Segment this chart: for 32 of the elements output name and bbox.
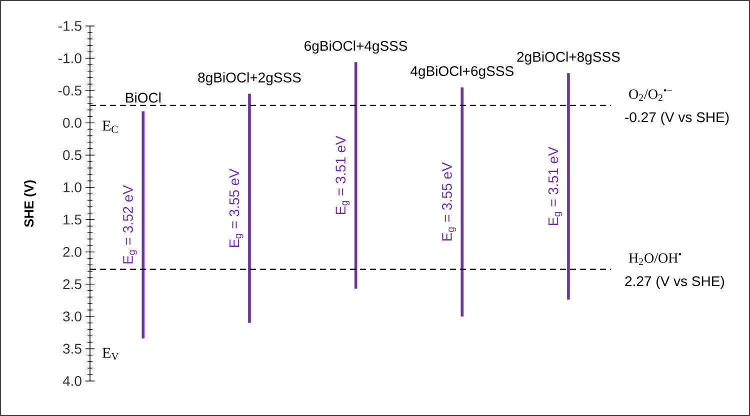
data-label: E$_{g}$ = 3.52 eV — [123, 185, 137, 264]
y-tick-label: -1.0 — [58, 53, 82, 64]
y-tick-label: 3.5 — [63, 344, 82, 354]
bar — [248, 94, 251, 323]
ref-line-label: H$_{2}$O/OH$^{•}$ — [628, 253, 682, 265]
data-label: E$_{g}$ = 3.51 eV — [548, 146, 562, 225]
y-tick-label: 2.0 — [63, 246, 82, 257]
annotation: E$_{V}$ — [102, 348, 119, 360]
bar — [567, 73, 570, 300]
y-tick-label: 0.5 — [63, 150, 82, 160]
ref-line-label: O$_{2}$/O$_{2}$•− — [629, 89, 672, 101]
x-tick-label: 2gBiOCl+8gSSS — [517, 52, 620, 65]
data-label: E$_{g}$ = 3.55 eV — [442, 162, 456, 240]
text: -0.27 (V vs SHE) — [625, 112, 729, 125]
x-tick-label: 4gBiOCl+6gSSS — [410, 66, 514, 79]
y-tick-label: -1.5 — [58, 21, 82, 31]
bar — [460, 87, 464, 316]
text: 2.27 (V vs SHE) — [625, 276, 724, 289]
data-label: E$_{g}$ = 3.51 eV — [336, 136, 350, 214]
y-tick-label: 1.0 — [64, 182, 82, 192]
x-tick-label: 6gBiOCl+4gSSS — [304, 40, 408, 54]
y-tick-label: 4.0 — [62, 376, 82, 386]
y-tick-label: 0.0 — [63, 118, 82, 128]
x-tick-label: BiOCl — [126, 92, 160, 103]
annotation: E$_{C}$ — [102, 120, 118, 133]
y-tick-label: -0.5 — [58, 86, 82, 96]
y-tick-label: 3.0 — [63, 311, 82, 322]
y-axis-title: SHE (V) — [24, 180, 36, 227]
y-tick-label: 1.5 — [64, 214, 82, 225]
y-tick-label: 2.5 — [63, 279, 82, 290]
data-label: E$_{g}$ = 3.55 eV — [229, 168, 244, 247]
x-tick-label: 8gBiOCl+2gSSS — [198, 72, 301, 86]
